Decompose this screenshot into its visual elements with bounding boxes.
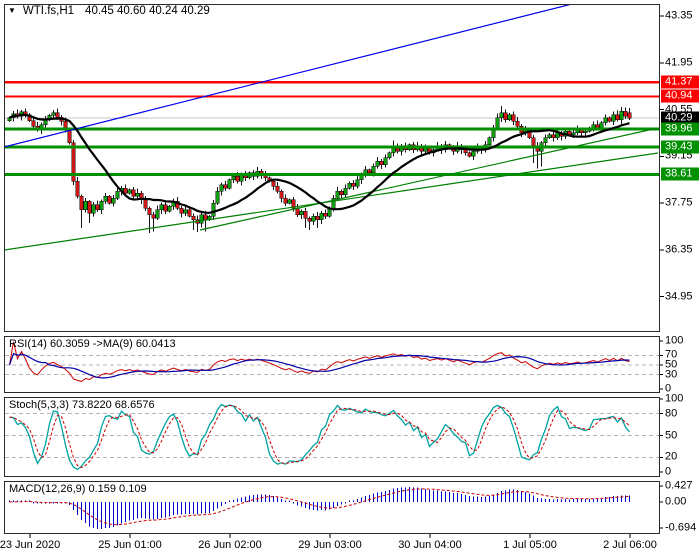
macd-panel[interactable] [4,481,660,534]
price-tick-label: 43.35 [665,9,693,22]
time-axis[interactable]: 23 Jun 2020 25 Jun 01:00 26 Jun 02:00 29 Ju… [0,535,660,560]
level-price-badge: 39.43 [661,140,699,154]
chart-title-bar: ▼ WTI.fs,H1 40.45 40.60 40.24 40.29 [8,5,210,17]
price-tick-label: 40.55 [665,103,693,116]
time-axis-label: 29 Jun 03:00 [298,539,362,551]
candlestick-series [7,106,632,234]
price-tick-label: 34.95 [665,290,693,303]
stochastic-indicator [5,403,659,471]
macd-indicator [8,487,631,530]
stoch-scale-label: 100 [665,392,684,405]
main-price-chart [4,4,659,251]
rsi-panel[interactable] [4,336,660,393]
level-price-badge: 40.94 [661,89,699,103]
time-axis-label: 26 Jun 02:00 [198,539,262,551]
price-tick-label: 37.75 [665,196,693,209]
price-tick-label: 41.95 [665,56,693,69]
rsi-scale-label: 30 [665,368,678,381]
bid-price-badge: 40.29 [661,111,699,125]
stoch-label: Stoch(5,3,3) 73.8220 68.6576 [9,399,155,411]
macd-scale-label: 0.00 [665,495,687,508]
time-axis-label: 23 Jun 2020 [0,539,61,551]
price-tick-label: 39.15 [665,149,693,162]
time-axis-label: 25 Jun 01:00 [98,539,162,551]
panel-separator[interactable] [0,477,700,481]
stoch-scale-label: 0 [665,465,672,478]
macd-label: MACD(12,26,9) 0.159 0.109 [9,483,147,495]
symbol-dropdown-icon[interactable]: ▼ [8,6,16,15]
level-price-badge: 39.96 [661,122,699,136]
macd-histogram [8,487,631,530]
panel-separator[interactable] [0,393,700,397]
chart-title-symbol: WTI.fs,H1 [22,5,75,17]
rsi-label: RSI(14) 60.3059 ->MA(9) 60.0413 [9,338,176,350]
moving-average-line[interactable] [9,113,630,214]
time-axis-label: 2 Jul 06:00 [603,539,657,551]
stoch-scale-label: 50 [665,429,678,441]
time-axis-label: 30 Jun 04:00 [398,539,462,551]
stoch-scale-label: 20 [665,450,678,463]
trendline-green-upper[interactable] [199,127,659,231]
price-axis[interactable]: 43.35 41.95 40.55 39.15 37.75 36.35 34.95 100 70… [660,0,700,560]
rsi-scale-label: 100 [665,334,684,347]
stoch-d-line [9,404,630,469]
price-tick-label: 36.35 [665,243,693,256]
rsi-scale-label: 70 [665,348,678,361]
macd-signal-line [9,488,630,526]
level-price-badge: 41.37 [661,75,699,89]
panel-separator[interactable] [0,332,700,336]
axis-ticks [29,15,664,538]
time-axis-label: 1 Jul 05:00 [503,539,557,551]
stoch-panel[interactable] [4,397,660,477]
rsi-scale-label: 50 [665,358,678,371]
trendline-green-lower[interactable] [4,152,659,251]
rsi-indicator [5,341,659,382]
stoch-k-line [9,403,631,471]
rsi-scale-label: 0 [665,382,672,395]
rsi-ma-line [8,352,630,379]
trendline-blue[interactable] [4,4,572,148]
macd-scale-label: 0.427 [665,479,693,492]
main-chart-panel[interactable] [4,4,660,332]
chart-title-ohlc: 40.45 40.60 40.24 40.29 [85,5,210,17]
level-price-badge: 38.61 [661,167,699,181]
stoch-scale-label: 80 [665,407,678,420]
rsi-line [9,341,630,382]
macd-scale-label: -0.694 [665,521,697,534]
